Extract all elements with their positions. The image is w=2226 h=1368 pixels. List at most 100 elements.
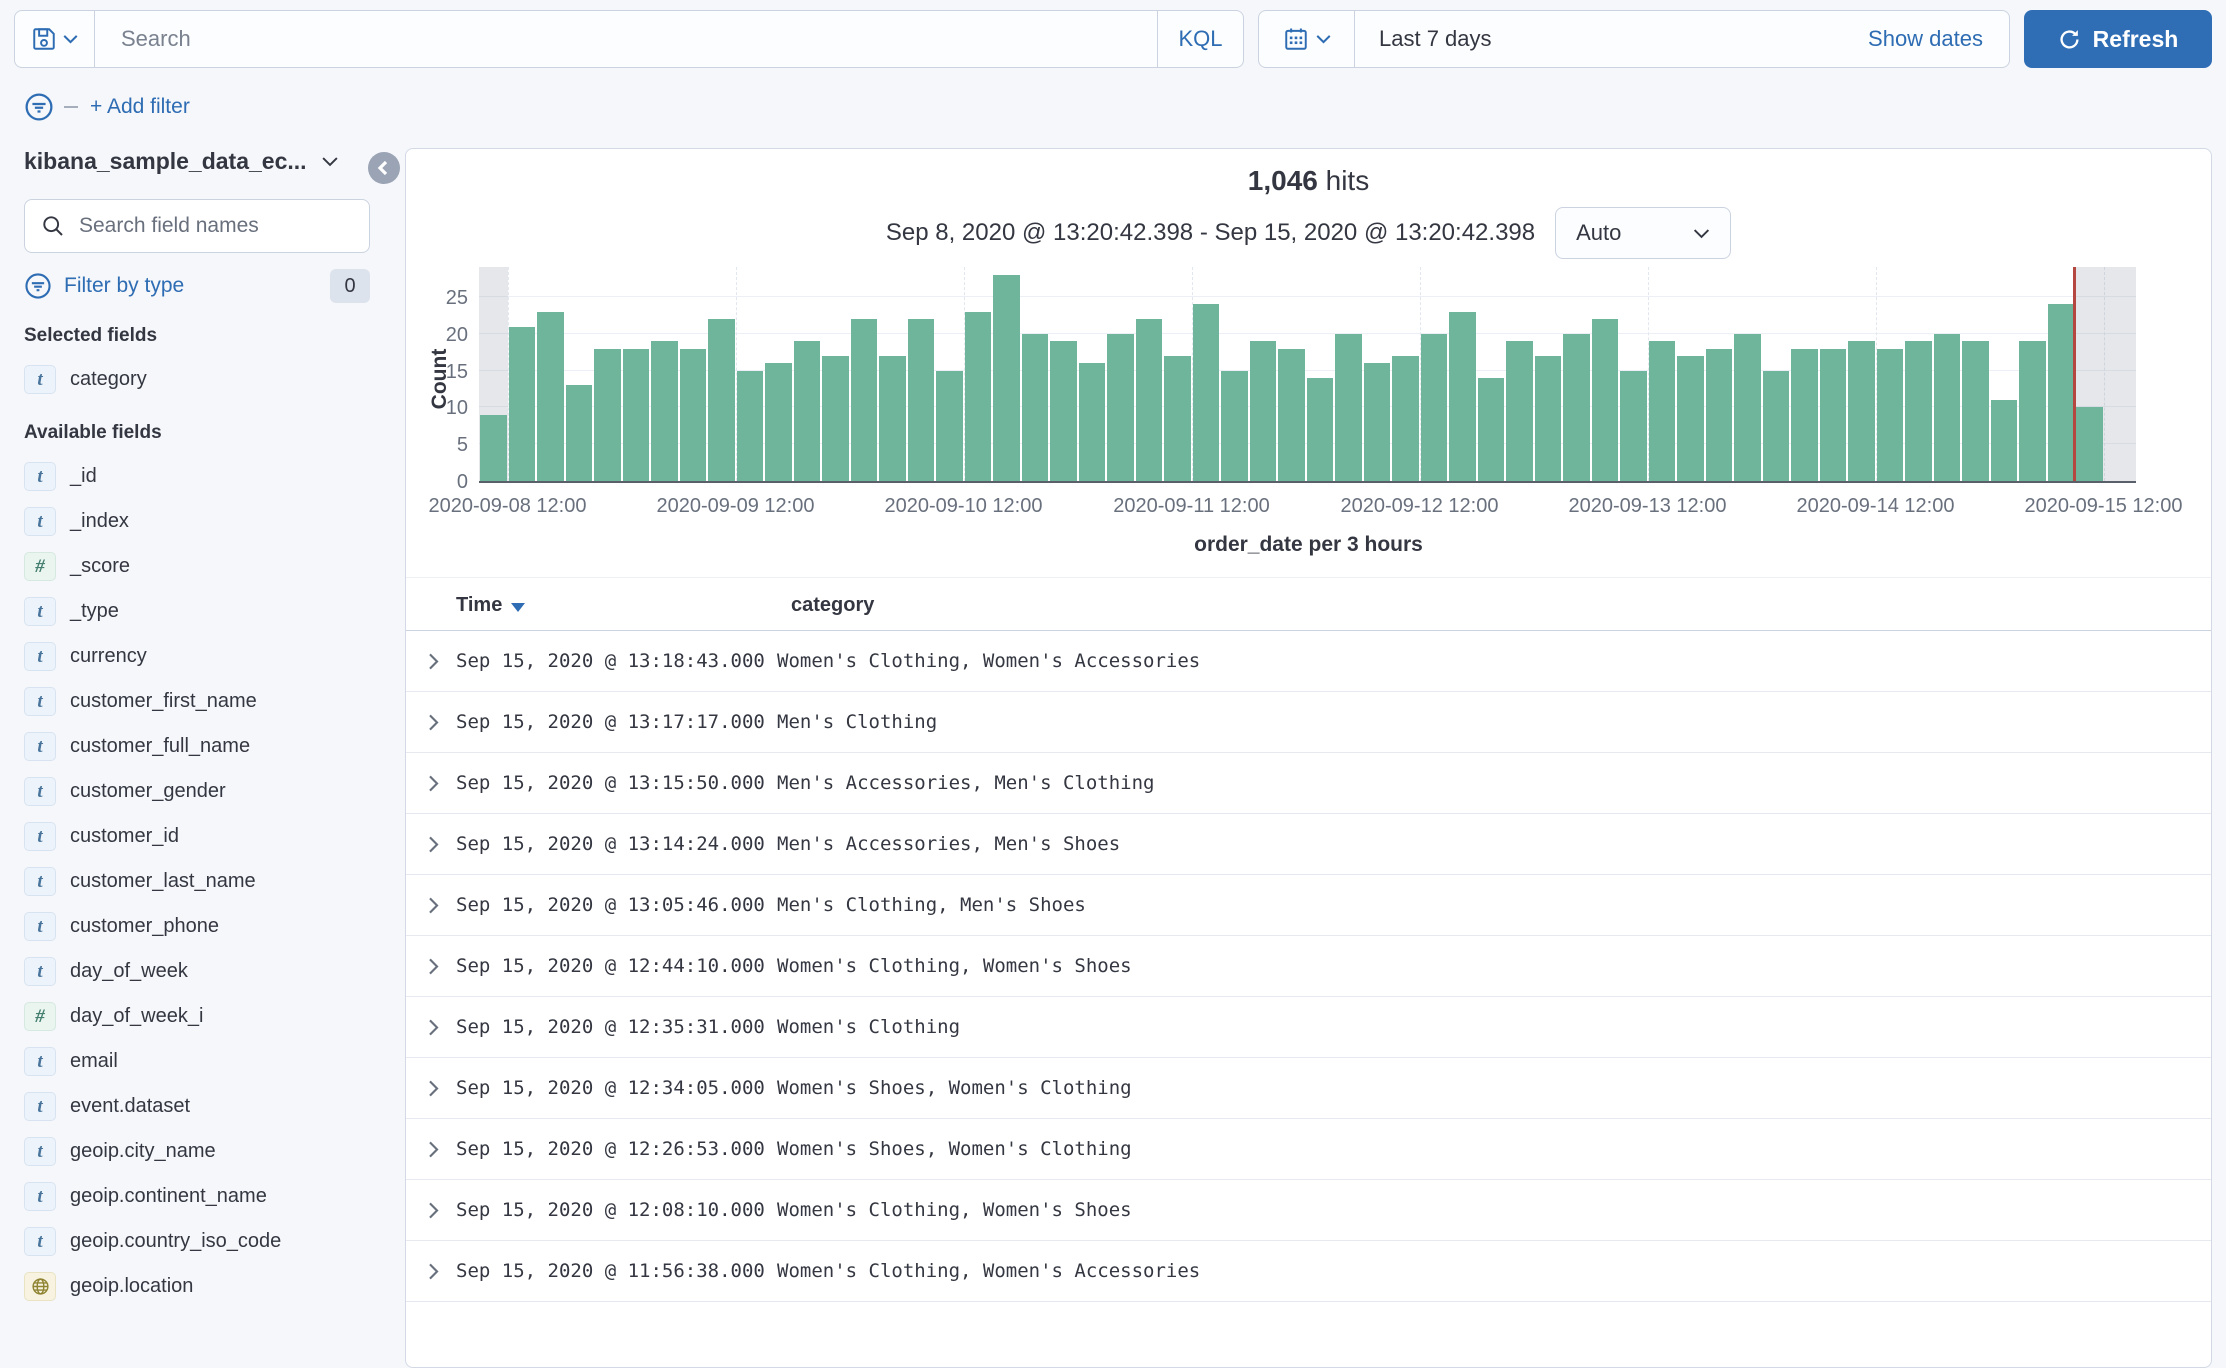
field-item-email[interactable]: t email xyxy=(24,1039,370,1084)
field-name: geoip.location xyxy=(70,1275,194,1297)
expand-row-button[interactable] xyxy=(426,653,442,670)
field-item-geoip.continent_name[interactable]: t geoip.continent_name xyxy=(24,1174,370,1219)
field-item-category[interactable]: t category xyxy=(24,357,370,402)
histogram-bar xyxy=(1962,341,1989,481)
histogram-bar xyxy=(1905,341,1932,481)
selected-fields-heading: Selected fields xyxy=(24,325,158,346)
field-type-badge: t xyxy=(24,365,56,394)
histogram-bar xyxy=(2019,341,2046,481)
x-tick-label: 2020-09-14 12:00 xyxy=(1796,495,1955,517)
histogram-bar xyxy=(1734,333,1761,481)
filter-by-type-button[interactable]: Filter by type xyxy=(64,274,185,297)
histogram-bar xyxy=(1620,370,1647,481)
histogram-bar xyxy=(1107,333,1134,481)
cell-category: Women's Clothing, Women's Shoes xyxy=(777,1199,1132,1221)
collapse-sidebar-button[interactable] xyxy=(368,152,400,184)
cell-category: Women's Shoes, Women's Clothing xyxy=(777,1077,1132,1099)
field-item-customer_id[interactable]: t customer_id xyxy=(24,814,370,859)
table-row: Sep 15, 2020 @ 11:56:38.000 Women's Cloth… xyxy=(406,1241,2211,1302)
field-item-day_of_week_i[interactable]: # day_of_week_i xyxy=(24,994,370,1039)
filter-options-icon[interactable] xyxy=(24,92,54,122)
field-name: _index xyxy=(70,510,129,532)
expand-row-button[interactable] xyxy=(426,1080,442,1097)
histogram-bar xyxy=(2047,304,2074,481)
field-search-input[interactable] xyxy=(79,214,369,238)
field-item-_type[interactable]: t _type xyxy=(24,589,370,634)
cell-time: Sep 15, 2020 @ 12:35:31.000 xyxy=(456,1016,765,1038)
histogram-bar xyxy=(1705,348,1732,481)
saved-query-menu-button[interactable] xyxy=(15,11,95,67)
expand-row-button[interactable] xyxy=(426,1202,442,1219)
field-item-day_of_week[interactable]: t day_of_week xyxy=(24,949,370,994)
histogram-bar xyxy=(622,348,649,481)
refresh-label: Refresh xyxy=(2092,25,2179,52)
field-type-badge: t xyxy=(24,642,56,671)
field-item-geoip.location[interactable]: geoip.location xyxy=(24,1264,370,1309)
refresh-button[interactable]: Refresh xyxy=(2024,10,2212,68)
kql-language-button[interactable]: KQL xyxy=(1157,11,1243,67)
field-item-_id[interactable]: t _id xyxy=(24,454,370,499)
y-tick-label: 5 xyxy=(456,434,468,457)
histogram-bar xyxy=(708,319,735,481)
histogram-bar xyxy=(793,341,820,481)
expand-row-button[interactable] xyxy=(426,1263,442,1280)
expand-row-button[interactable] xyxy=(426,897,442,914)
field-search-box xyxy=(24,199,370,253)
field-type-badge: t xyxy=(24,507,56,536)
column-header-category[interactable]: category xyxy=(791,594,875,616)
time-range-value[interactable]: Last 7 days xyxy=(1379,26,1492,51)
expand-row-button[interactable] xyxy=(426,775,442,792)
histogram-bar xyxy=(964,311,991,481)
field-item-currency[interactable]: t currency xyxy=(24,634,370,679)
field-type-badge: t xyxy=(24,1092,56,1121)
field-item-customer_last_name[interactable]: t customer_last_name xyxy=(24,859,370,904)
chevron-down-icon xyxy=(1316,34,1331,44)
cell-time: Sep 15, 2020 @ 13:05:46.000 xyxy=(456,894,765,916)
histogram-bar xyxy=(1021,333,1048,481)
field-item-customer_gender[interactable]: t customer_gender xyxy=(24,769,370,814)
expand-row-button[interactable] xyxy=(426,1019,442,1036)
field-name: _id xyxy=(70,465,97,487)
table-row: Sep 15, 2020 @ 13:17:17.000 Men's Clothin… xyxy=(406,692,2211,753)
histogram-plot[interactable] xyxy=(479,267,2136,483)
field-item-customer_full_name[interactable]: t customer_full_name xyxy=(24,724,370,769)
histogram-bar xyxy=(993,275,1020,481)
day-gridline xyxy=(2103,267,2105,481)
field-name: email xyxy=(70,1050,118,1072)
add-filter-link[interactable]: + Add filter xyxy=(90,95,190,118)
field-item-customer_first_name[interactable]: t customer_first_name xyxy=(24,679,370,724)
show-dates-link[interactable]: Show dates xyxy=(1868,26,1983,51)
field-type-badge: t xyxy=(24,687,56,716)
expand-row-button[interactable] xyxy=(426,958,442,975)
field-name: category xyxy=(70,368,147,390)
cell-category: Women's Clothing, Women's Accessories xyxy=(777,650,1201,672)
histogram-bar xyxy=(1819,348,1846,481)
interval-select[interactable]: Auto xyxy=(1555,207,1732,259)
field-name: customer_gender xyxy=(70,780,226,802)
column-header-time[interactable]: Time xyxy=(456,594,526,617)
field-item-_score[interactable]: # _score xyxy=(24,544,370,589)
histogram-bar xyxy=(1363,363,1390,481)
histogram-bar xyxy=(936,370,963,481)
expand-row-button[interactable] xyxy=(426,714,442,731)
hits-line: 1,046 hits xyxy=(406,165,2211,197)
field-item-event.dataset[interactable]: t event.dataset xyxy=(24,1084,370,1129)
field-type-badge: # xyxy=(24,552,56,581)
field-item-geoip.country_iso_code[interactable]: t geoip.country_iso_code xyxy=(24,1219,370,1264)
expand-row-button[interactable] xyxy=(426,1141,442,1158)
index-pattern-switcher[interactable]: kibana_sample_data_ec... xyxy=(24,148,370,175)
field-item-geoip.city_name[interactable]: t geoip.city_name xyxy=(24,1129,370,1174)
histogram-bar xyxy=(1990,400,2017,481)
calendar-menu-button[interactable] xyxy=(1259,11,1355,67)
field-item-customer_phone[interactable]: t customer_phone xyxy=(24,904,370,949)
histogram-bar xyxy=(1677,355,1704,481)
field-item-_index[interactable]: t _index xyxy=(24,499,370,544)
search-input[interactable] xyxy=(95,11,1157,67)
search-icon xyxy=(25,214,79,238)
expand-row-button[interactable] xyxy=(426,836,442,853)
x-tick-label: 2020-09-11 12:00 xyxy=(1113,495,1270,517)
field-type-badge: t xyxy=(24,1137,56,1166)
table-row: Sep 15, 2020 @ 13:18:43.000 Women's Cloth… xyxy=(406,631,2211,692)
chevron-down-icon xyxy=(63,34,78,44)
cell-time: Sep 15, 2020 @ 13:18:43.000 xyxy=(456,650,765,672)
